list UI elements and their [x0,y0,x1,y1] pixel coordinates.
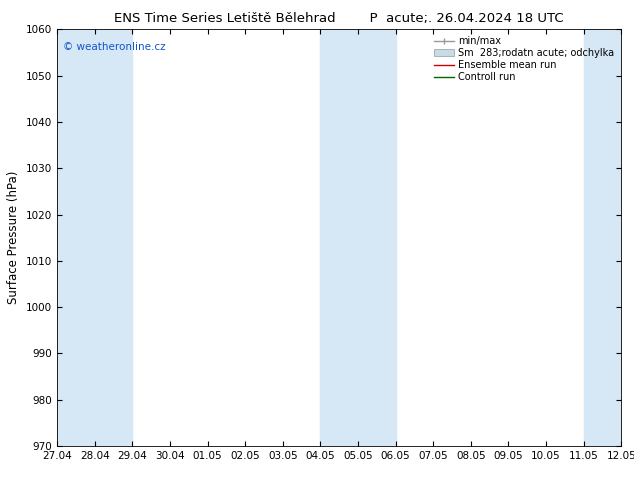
Bar [584,29,621,446]
Bar [57,29,94,446]
Bar [320,29,396,446]
Text: © weatheronline.cz: © weatheronline.cz [63,42,165,52]
Bar [94,29,133,446]
Legend: min/max, Sm  283;rodatn acute; odchylka, Ensemble mean run, Controll run: min/max, Sm 283;rodatn acute; odchylka, … [432,34,616,84]
Title: ENS Time Series Letiště Bělehrad        P  acute;. 26.04.2024 18 UTC: ENS Time Series Letiště Bělehrad P acute… [114,12,564,25]
Y-axis label: Surface Pressure (hPa): Surface Pressure (hPa) [8,171,20,304]
